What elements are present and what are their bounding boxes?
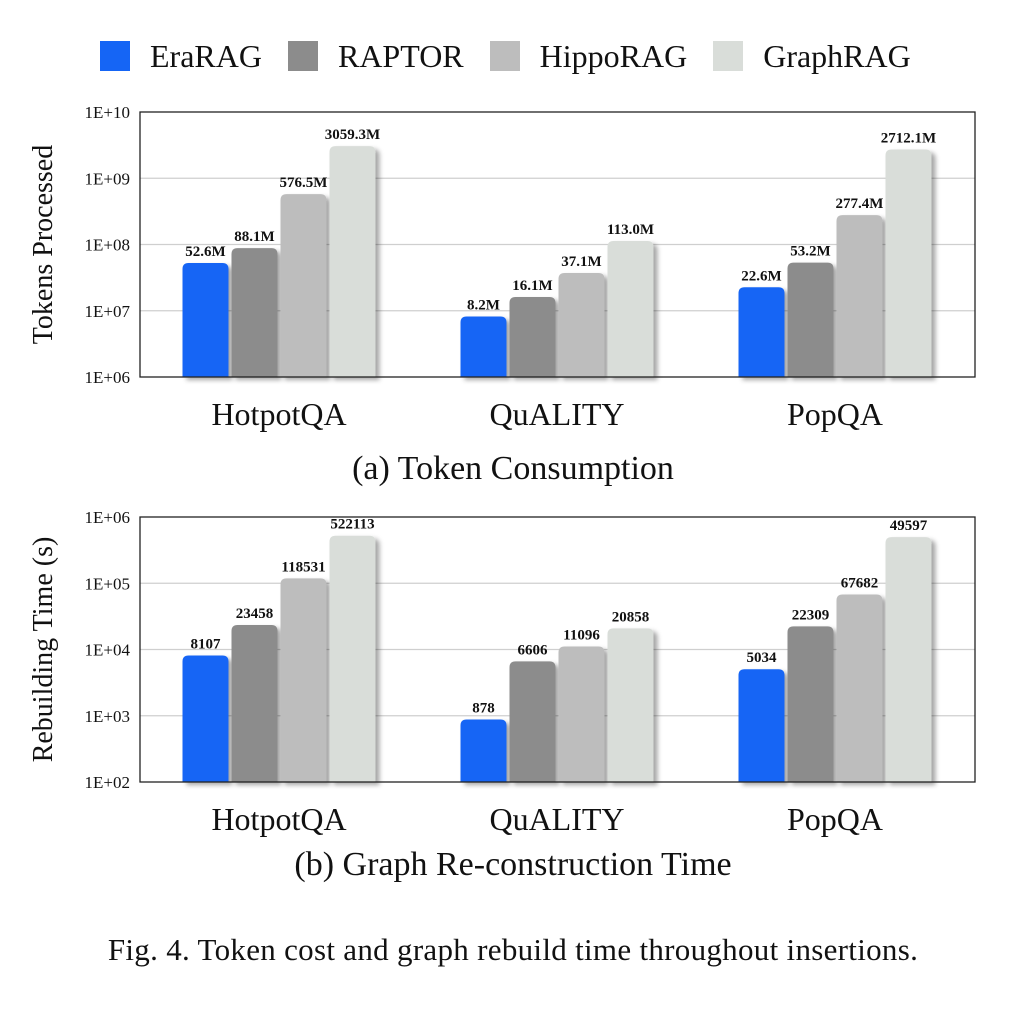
legend-swatch-graphrag xyxy=(713,41,744,71)
data-label-raptor-quality: 16.1M xyxy=(512,278,552,294)
y-tick-label: 1E+04 xyxy=(85,641,131,660)
data-label-erarag-hotpotqa: 8107 xyxy=(191,637,222,653)
bar-graphrag-hotpotqa xyxy=(329,146,376,377)
bar-erarag-popqa xyxy=(738,669,785,782)
bar-erarag-quality xyxy=(460,719,507,782)
rebuild-time-chart: 1E+02 1E+03 1E+04 1E+05 1E+06 Rebuilding Time… xyxy=(28,508,976,837)
legend-label-raptor: RAPTOR xyxy=(337,38,464,74)
data-label-graphrag-hotpotqa: 3059.3M xyxy=(325,127,380,143)
bar-graphrag-hotpotqa xyxy=(329,535,376,782)
data-label-raptor-quality: 6606 xyxy=(518,642,549,658)
data-label-hipporag-quality: 11096 xyxy=(563,628,600,644)
bar-raptor-quality xyxy=(509,661,556,782)
bar-erarag-popqa xyxy=(738,287,785,377)
bar-graphrag-popqa xyxy=(885,149,932,377)
legend-swatch-hipporag xyxy=(489,41,520,71)
legend-swatch-raptor xyxy=(287,41,318,71)
token-consumption-chart: 1E+06 1E+07 1E+08 1E+09 1E+10 Tokens Processe… xyxy=(28,103,976,432)
rebuild-time-caption: (b) Graph Re-construction Time xyxy=(294,846,732,883)
y-tick-label: 1E+06 xyxy=(85,368,130,387)
figure-caption: Fig. 4. Token cost and graph rebuild tim… xyxy=(107,932,919,967)
data-label-raptor-popqa: 53.2M xyxy=(790,244,830,260)
bar-raptor-hotpotqa xyxy=(231,624,278,782)
y-axis-label: Tokens Processed xyxy=(28,145,59,344)
legend-swatch-erarag xyxy=(100,41,130,71)
bar-raptor-quality xyxy=(509,297,556,377)
legend: EraRAG RAPTOR HippoRAG GraphRAG xyxy=(100,36,937,76)
data-label-hipporag-popqa: 67682 xyxy=(841,575,879,591)
x-category-label-hotpotqa: HotpotQA xyxy=(211,801,346,837)
data-label-erarag-popqa: 5034 xyxy=(747,650,778,666)
legend-label-graphrag: GraphRAG xyxy=(763,38,911,74)
y-tick-label: 1E+09 xyxy=(85,169,130,188)
x-category-label-quality: QuALITY xyxy=(489,801,624,837)
x-category-label-popqa: PopQA xyxy=(787,801,883,837)
data-label-graphrag-hotpotqa: 522113 xyxy=(330,517,374,533)
bar-hipporag-quality xyxy=(558,646,605,782)
y-tick-label: 1E+07 xyxy=(85,302,131,321)
bar-graphrag-quality xyxy=(607,628,654,782)
token-consumption-caption: (a) Token Consumption xyxy=(352,450,674,487)
bar-hipporag-quality xyxy=(558,273,605,377)
bar-hipporag-hotpotqa xyxy=(280,578,327,782)
data-label-graphrag-popqa: 49597 xyxy=(890,518,928,534)
legend-item-erarag: EraRAG xyxy=(100,36,262,76)
bar-erarag-hotpotqa xyxy=(182,655,229,782)
data-label-erarag-hotpotqa: 52.6M xyxy=(185,244,225,260)
data-label-erarag-quality: 8.2M xyxy=(467,297,500,313)
legend-item-raptor: RAPTOR xyxy=(287,36,464,76)
bar-raptor-popqa xyxy=(787,262,834,377)
bar-erarag-quality xyxy=(460,316,507,377)
data-label-hipporag-hotpotqa: 576.5M xyxy=(280,175,328,191)
x-category-label-popqa: PopQA xyxy=(787,396,883,432)
y-tick-label: 1E+02 xyxy=(85,773,130,792)
plot-frame xyxy=(139,516,976,783)
y-tick-label: 1E+05 xyxy=(85,574,130,593)
data-label-hipporag-popqa: 277.4M xyxy=(836,196,884,212)
bar-hipporag-popqa xyxy=(836,594,883,782)
data-label-graphrag-quality: 113.0M xyxy=(607,222,654,238)
x-category-label-hotpotqa: HotpotQA xyxy=(211,396,346,432)
data-label-erarag-popqa: 22.6M xyxy=(741,268,781,284)
data-label-hipporag-hotpotqa: 118531 xyxy=(281,559,325,575)
y-axis-label: Rebuilding Time (s) xyxy=(28,537,59,763)
plot-frame xyxy=(139,111,976,378)
data-label-hipporag-quality: 37.1M xyxy=(561,254,601,270)
data-label-graphrag-quality: 20858 xyxy=(612,609,650,625)
legend-label-hipporag: HippoRAG xyxy=(539,38,688,74)
legend-item-hipporag: HippoRAG xyxy=(489,36,688,76)
y-tick-label: 1E+03 xyxy=(85,707,130,726)
data-label-raptor-hotpotqa: 88.1M xyxy=(234,229,274,245)
x-category-label-quality: QuALITY xyxy=(489,396,624,432)
bar-raptor-hotpotqa xyxy=(231,248,278,377)
bar-graphrag-quality xyxy=(607,240,654,377)
data-label-erarag-quality: 878 xyxy=(472,700,495,716)
bar-hipporag-hotpotqa xyxy=(280,194,327,377)
y-tick-label: 1E+08 xyxy=(85,236,130,255)
bar-hipporag-popqa xyxy=(836,215,883,377)
data-label-raptor-popqa: 22309 xyxy=(792,607,830,623)
bar-erarag-hotpotqa xyxy=(182,262,229,377)
legend-item-graphrag: GraphRAG xyxy=(713,36,911,76)
bar-raptor-popqa xyxy=(787,626,834,782)
y-tick-label: 1E+10 xyxy=(85,103,130,122)
y-tick-label: 1E+06 xyxy=(85,508,130,527)
legend-label-erarag: EraRAG xyxy=(150,38,262,74)
bar-graphrag-popqa xyxy=(885,537,932,782)
data-label-raptor-hotpotqa: 23458 xyxy=(236,606,274,622)
data-label-graphrag-popqa: 2712.1M xyxy=(881,131,936,147)
